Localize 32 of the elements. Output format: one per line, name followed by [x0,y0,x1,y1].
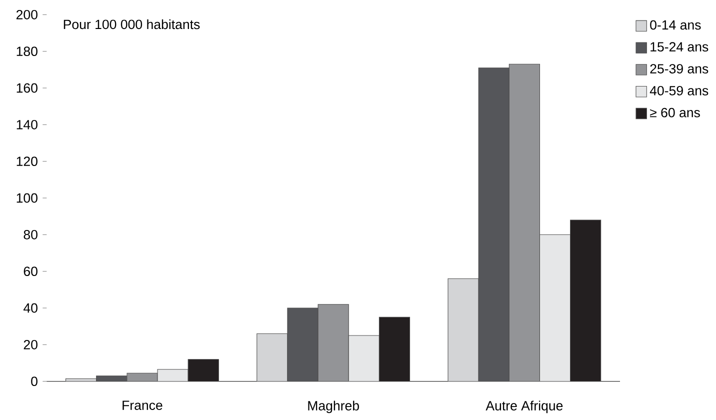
bar [318,304,349,382]
legend-label: 40-59 ans [650,86,708,96]
bar [348,335,380,382]
bar [188,359,219,382]
y-tick-label: 40 [24,303,38,313]
bar [570,220,602,382]
legend-label: 15-24 ans [650,42,708,52]
y-tick-label: 180 [16,46,38,56]
y-tick-label: 100 [16,193,38,203]
x-tick-label: Autre Afrique [486,400,563,414]
y-tick-label: 60 [24,266,38,276]
x-tick-label: Maghreb [308,400,359,414]
y-tick-label: 0 [31,376,38,386]
y-tick-label: 120 [16,156,38,166]
y-tick-label: 80 [24,230,38,240]
bar [287,308,318,382]
annotation: Pour 100 000 habitants [64,19,200,30]
bar [378,316,410,382]
bar [539,234,571,382]
legend-label: 25-39 ans [650,64,708,74]
x-tick-label: France [122,400,162,410]
bar [508,64,540,382]
bar [448,278,479,382]
bar [256,333,288,382]
y-tick-label: 200 [16,10,38,20]
bar [478,68,510,382]
y-tick-label: 20 [24,340,38,350]
legend-label: ≥ 60 ans [650,108,700,118]
legend-label: 0-14 ans [650,20,701,30]
bar [158,369,188,382]
y-tick-label: 140 [16,120,38,130]
y-tick-label: 160 [16,83,38,93]
